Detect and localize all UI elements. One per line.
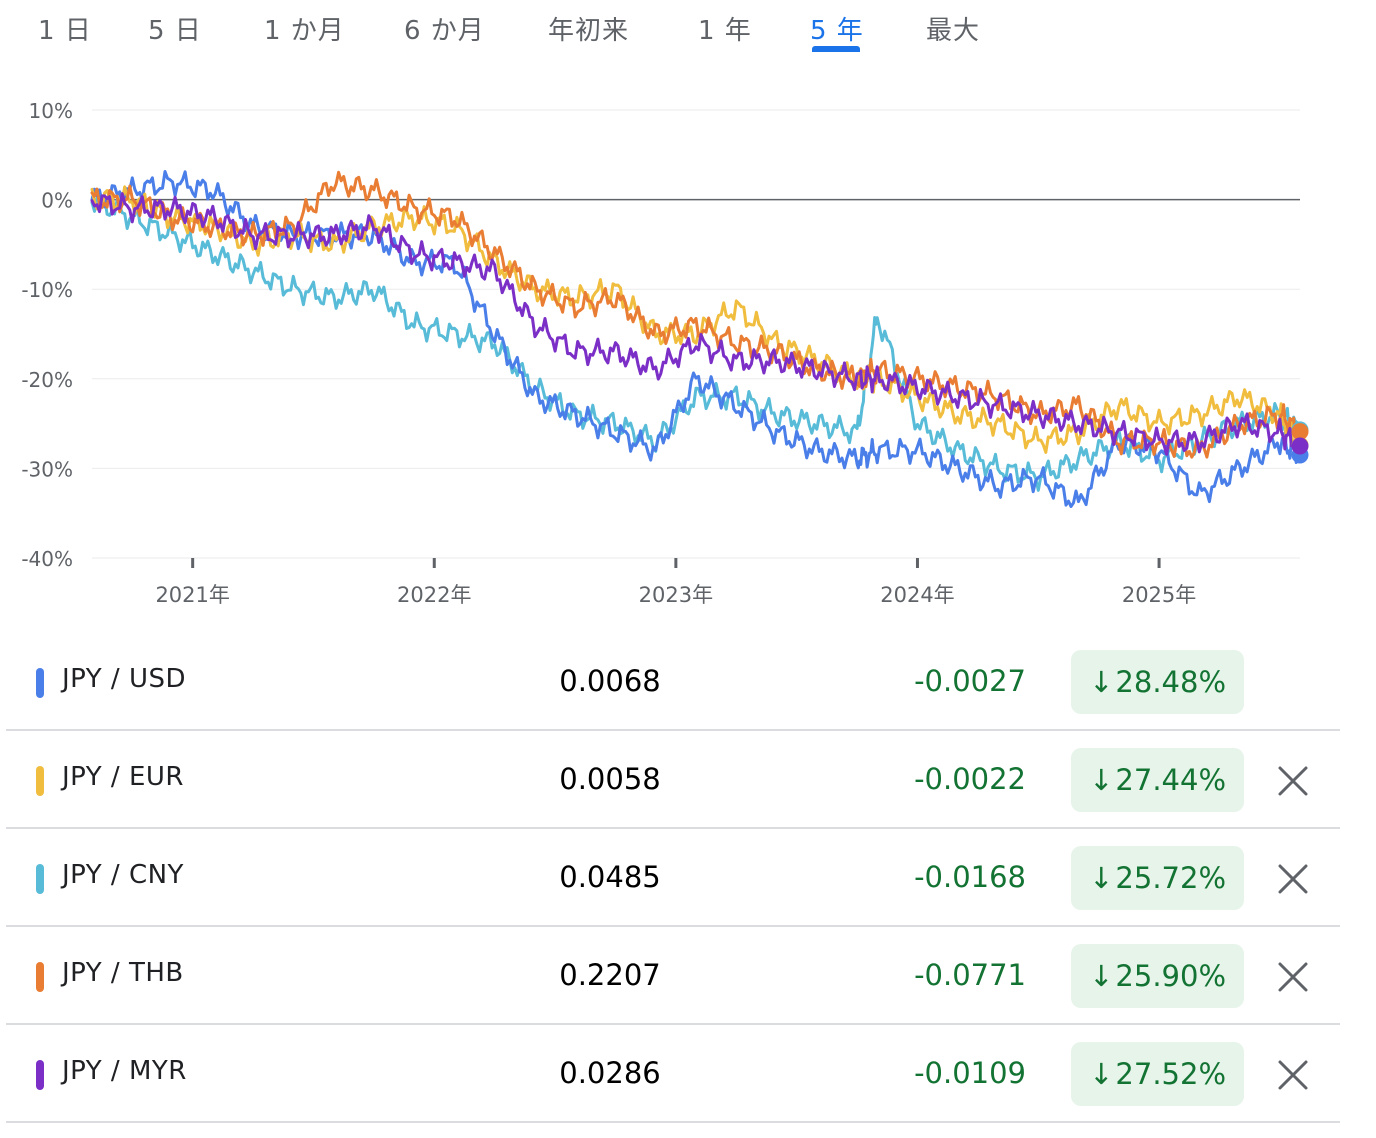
series-endpoint-jpythb (1291, 423, 1309, 441)
y-tick-label: -20% (21, 368, 73, 392)
price-value: 0.0068 (559, 664, 661, 698)
series-color-swatch (36, 962, 44, 992)
series-color-swatch (36, 864, 44, 894)
row-divider (6, 1023, 1340, 1025)
arrow-down-icon: ↓ (1089, 959, 1114, 993)
pair-label: JPY / CNY (62, 860, 184, 890)
percent-change-value: 27.44% (1115, 763, 1226, 797)
table-row-jpy-eur[interactable]: JPY / EUR 0.0058 -0.0022 ↓27.44% (0, 730, 1376, 828)
x-tick-label: 2021年 (155, 583, 229, 607)
remove-close-icon[interactable] (1276, 1058, 1310, 1092)
percent-change-badge: ↓27.52% (1071, 1042, 1244, 1106)
pair-label: JPY / USD (62, 664, 187, 694)
series-endpoints (1291, 421, 1309, 464)
grid-lines (92, 109, 1300, 559)
change-value: -0.0022 (914, 762, 1026, 796)
series-color-swatch (36, 766, 44, 796)
percent-change-value: 27.52% (1115, 1057, 1226, 1091)
percent-change-value: 28.48% (1115, 665, 1226, 699)
y-tick-label: 10% (29, 99, 73, 123)
x-tick-label: 2023年 (639, 583, 713, 607)
tab-5-year[interactable]: 5 年 (810, 16, 864, 46)
row-divider (6, 827, 1340, 829)
price-value: 0.0058 (559, 762, 661, 796)
arrow-down-icon: ↓ (1089, 763, 1114, 797)
change-value: -0.0168 (914, 860, 1026, 894)
tab-6-month[interactable]: 6 か月 (404, 16, 485, 46)
change-value: -0.0109 (914, 1056, 1026, 1090)
y-tick-label: 0% (41, 189, 73, 213)
series-line-jpythb (90, 170, 1302, 459)
series-line-jpyusd (90, 170, 1302, 508)
row-divider (6, 1121, 1340, 1123)
table-row-jpy-cny[interactable]: JPY / CNY 0.0485 -0.0168 ↓25.72% (0, 828, 1376, 926)
price-value: 0.0286 (559, 1056, 661, 1090)
table-row-jpy-thb[interactable]: JPY / THB 0.2207 -0.0771 ↓25.90% (0, 926, 1376, 1024)
arrow-down-icon: ↓ (1089, 861, 1114, 895)
tab-5-day[interactable]: 5 日 (148, 16, 202, 46)
percent-change-badge: ↓27.44% (1071, 748, 1244, 812)
remove-close-icon[interactable] (1276, 764, 1310, 798)
change-value: -0.0027 (914, 664, 1026, 698)
series-lines (90, 170, 1302, 508)
tab-1-day[interactable]: 1 日 (38, 16, 92, 46)
price-value: 0.2207 (559, 958, 661, 992)
line-chart: 10%0%-10%-20%-30%-40% 2021年 2022年 2023年 202… (21, 99, 1309, 607)
percent-change-value: 25.90% (1115, 959, 1226, 993)
pair-label: JPY / MYR (62, 1056, 187, 1086)
series-color-swatch (36, 668, 44, 698)
series-line-jpymyr (90, 192, 1302, 456)
series-color-swatch (36, 1060, 44, 1090)
price-value: 0.0485 (559, 860, 661, 894)
active-tab-indicator (812, 46, 860, 52)
y-tick-label: -10% (21, 278, 73, 302)
percent-change-badge: ↓25.72% (1071, 846, 1244, 910)
remove-close-icon[interactable] (1276, 862, 1310, 896)
arrow-down-icon: ↓ (1089, 665, 1114, 699)
table-row-jpy-myr[interactable]: JPY / MYR 0.0286 -0.0109 ↓27.52% (0, 1024, 1376, 1122)
tab-max[interactable]: 最大 (926, 16, 981, 46)
arrow-down-icon: ↓ (1089, 1057, 1114, 1091)
row-divider (6, 925, 1340, 927)
tab-1-year[interactable]: 1 年 (698, 16, 752, 46)
table-row-jpy-usd[interactable]: JPY / USD 0.0068 -0.0027 ↓28.48% (0, 632, 1376, 730)
time-range-tabs: 1 日 5 日 1 か月 6 か月 年初来 1 年 5 年 最大 (0, 0, 1376, 60)
percent-change-badge: ↓25.90% (1071, 944, 1244, 1008)
percent-change-badge: ↓28.48% (1071, 650, 1244, 714)
tab-1-month[interactable]: 1 か月 (264, 16, 345, 46)
tab-ytd[interactable]: 年初来 (548, 16, 630, 46)
x-tick-label: 2025年 (1122, 583, 1196, 607)
x-tick-label: 2024年 (880, 583, 954, 607)
percent-change-value: 25.72% (1115, 861, 1226, 895)
pair-label: JPY / EUR (62, 762, 184, 792)
y-tick-label: -30% (21, 457, 73, 481)
change-value: -0.0771 (914, 958, 1026, 992)
y-axis-ticks: 10% 0% -10% -20% -30% -40% (21, 99, 73, 571)
remove-close-icon[interactable] (1276, 960, 1310, 994)
x-tick-label: 2022年 (397, 583, 471, 607)
row-divider (6, 729, 1340, 731)
series-endpoint-jpymyr (1291, 437, 1309, 455)
pair-label: JPY / THB (62, 958, 184, 988)
y-tick-label: -40% (21, 547, 73, 571)
x-axis-ticks: 2021年 2022年 2023年 2024年 2025年 (155, 558, 1196, 607)
